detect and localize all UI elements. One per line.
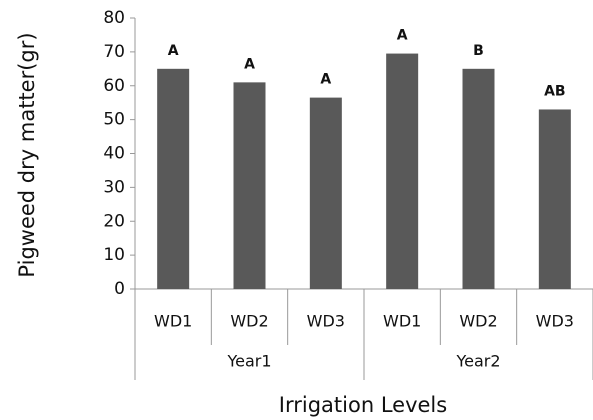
bar-annotation: AB [544, 83, 566, 99]
y-tick-label: 30 [103, 177, 125, 197]
x-axis-label: Irrigation Levels [279, 393, 447, 417]
bar [538, 109, 571, 290]
y-tick-label: 20 [103, 211, 125, 231]
bar [386, 53, 419, 289]
group-label: Year1 [226, 352, 271, 371]
bar-annotation: A [397, 28, 408, 44]
x-tick-label: WD2 [459, 312, 497, 331]
group-label: Year2 [455, 352, 500, 371]
bar [309, 97, 342, 289]
y-tick-label: 60 [103, 76, 125, 96]
bar-annotation: A [168, 43, 179, 59]
y-tick-label: 10 [103, 245, 125, 265]
bar [233, 82, 266, 289]
y-tick-label: 70 [103, 42, 125, 62]
bar-annotation: B [473, 43, 484, 59]
bar [157, 68, 190, 289]
x-tick-label: WD1 [383, 312, 421, 331]
y-tick-label: 0 [114, 279, 125, 299]
bar-annotation: A [320, 72, 331, 88]
x-tick-label: WD1 [154, 312, 192, 331]
y-tick-label: 50 [103, 110, 125, 130]
x-tick-label: WD3 [307, 312, 345, 331]
y-tick-label: 40 [103, 144, 125, 164]
x-tick-label: WD3 [536, 312, 574, 331]
y-tick-label: 80 [103, 8, 125, 28]
bar-annotation: A [244, 56, 255, 72]
bar [462, 68, 495, 289]
x-tick-label: WD2 [230, 312, 268, 331]
y-axis-label: Pigweed dry matter(gr) [15, 32, 39, 277]
